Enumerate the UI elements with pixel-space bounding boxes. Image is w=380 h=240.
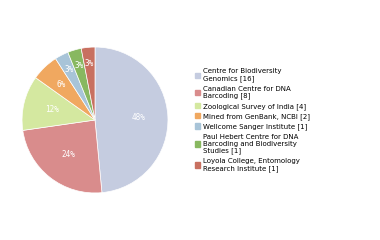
Wedge shape: [95, 47, 168, 193]
Wedge shape: [55, 52, 95, 120]
Wedge shape: [36, 59, 95, 120]
Text: 6%: 6%: [56, 80, 65, 89]
Legend: Centre for Biodiversity
Genomics [16], Canadian Centre for DNA
Barcoding [8], Zo: Centre for Biodiversity Genomics [16], C…: [193, 67, 312, 173]
Wedge shape: [81, 47, 95, 120]
Text: 3%: 3%: [64, 65, 74, 74]
Text: 24%: 24%: [61, 150, 75, 159]
Text: 12%: 12%: [46, 105, 59, 114]
Text: 3%: 3%: [74, 61, 84, 70]
Text: 48%: 48%: [132, 114, 146, 122]
Wedge shape: [23, 120, 102, 193]
Wedge shape: [22, 78, 95, 130]
Text: 3%: 3%: [85, 59, 94, 68]
Wedge shape: [68, 48, 95, 120]
